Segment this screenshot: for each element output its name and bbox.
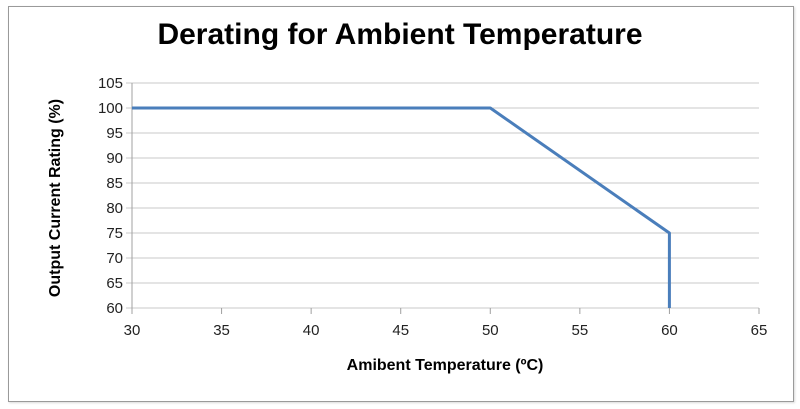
y-tick-labels: 60 65 70 75 80 85 90 95 100 105 bbox=[98, 75, 123, 317]
x-tick-label: 55 bbox=[572, 322, 589, 339]
y-tick-label: 80 bbox=[106, 200, 123, 217]
y-axis-label: Output Current Rating (%) bbox=[47, 99, 64, 297]
series-layer bbox=[132, 106, 671, 308]
y-tick-label: 60 bbox=[106, 300, 123, 317]
y-tick-label: 85 bbox=[106, 175, 123, 192]
x-tick-label: 45 bbox=[392, 322, 409, 339]
gridlines bbox=[126, 82, 760, 314]
series-line-0 bbox=[132, 106, 671, 308]
x-tick-label: 60 bbox=[661, 322, 678, 339]
chart-frame bbox=[8, 6, 794, 402]
x-tick-label: 40 bbox=[303, 322, 320, 339]
y-tick-label: 100 bbox=[98, 100, 123, 117]
x-tick-label: 50 bbox=[482, 322, 499, 339]
y-tick-label: 90 bbox=[106, 150, 123, 167]
x-tick-label: 65 bbox=[751, 322, 768, 339]
y-tick-label: 65 bbox=[106, 275, 123, 292]
y-tick-label: 70 bbox=[106, 250, 123, 267]
chart-title: Derating for Ambient Temperature bbox=[157, 18, 643, 51]
x-axis-label: Amibent Temperature (ºC) bbox=[347, 357, 544, 374]
y-tick-label: 105 bbox=[98, 75, 123, 92]
y-tick-label: 95 bbox=[106, 125, 123, 142]
x-tick-label: 30 bbox=[124, 322, 141, 339]
y-tick-label: 75 bbox=[106, 225, 123, 242]
x-tick-labels: 30 35 40 45 50 55 60 65 bbox=[124, 322, 768, 339]
x-tick-label: 35 bbox=[213, 322, 230, 339]
